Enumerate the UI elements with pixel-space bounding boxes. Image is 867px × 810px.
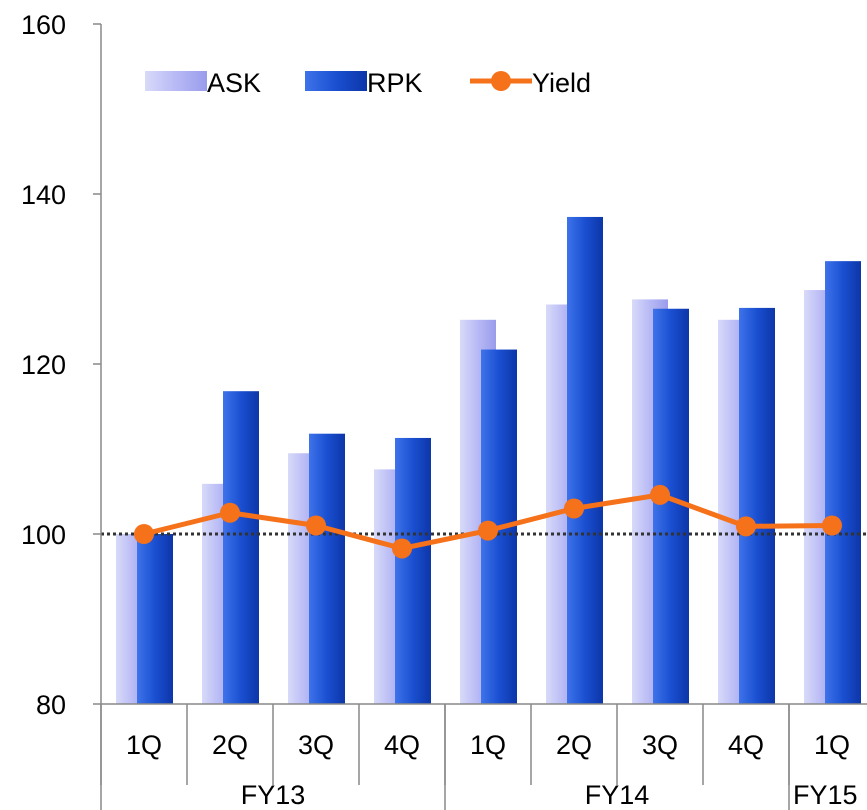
group-label: FY15 xyxy=(793,780,858,810)
x-tick-label: 1Q xyxy=(814,730,850,760)
legend-swatch-yield-marker xyxy=(491,71,511,91)
rpk-bar xyxy=(567,216,603,704)
legend-label: Yield xyxy=(532,68,591,98)
yield-point xyxy=(736,516,756,537)
x-tick-label: 3Q xyxy=(298,730,334,760)
legend: ASK RPK Yield xyxy=(145,68,591,98)
x-tick-label: 4Q xyxy=(384,730,420,760)
x-tick-label: 2Q xyxy=(212,730,248,760)
rpk-bar xyxy=(825,261,861,704)
yield-point xyxy=(564,498,584,519)
x-tick-label: 3Q xyxy=(642,730,678,760)
yield-line-layer xyxy=(134,484,842,559)
x-tick-label: 4Q xyxy=(728,730,764,760)
rpk-bar xyxy=(395,437,431,704)
rpk-bar xyxy=(739,307,775,704)
rpk-bar xyxy=(137,534,173,704)
yield-point xyxy=(306,515,326,536)
legend-label: RPK xyxy=(367,68,423,98)
yield-point xyxy=(220,502,240,523)
rpk-bar xyxy=(223,391,259,704)
y-tick-label: 140 xyxy=(21,180,66,210)
bars-layer xyxy=(116,216,861,704)
yield-point xyxy=(822,515,842,536)
axes-layer: 80 100 120 140 160 1Q 2Q 3Q 4Q 1Q 2Q 3Q 4Q 1Q FY13 FY14… xyxy=(21,10,867,810)
rpk-bar xyxy=(653,308,689,704)
yield-point xyxy=(650,484,670,505)
y-tick-label: 160 xyxy=(21,10,66,40)
x-tick-label: 1Q xyxy=(126,730,162,760)
legend-swatch-rpk xyxy=(305,71,367,91)
x-tick-label: 2Q xyxy=(556,730,592,760)
yield-point xyxy=(478,520,498,541)
legend-label: ASK xyxy=(207,68,261,98)
y-tick-label: 120 xyxy=(21,350,66,380)
group-label: FY14 xyxy=(585,780,650,810)
x-tick-label: 1Q xyxy=(470,730,506,760)
yield-point xyxy=(134,524,154,544)
y-tick-label: 80 xyxy=(36,690,66,720)
yield-point xyxy=(392,538,412,559)
group-label: FY13 xyxy=(241,780,306,810)
y-tick-label: 100 xyxy=(21,520,66,550)
rpk-bar xyxy=(309,433,345,704)
legend-swatch-ask xyxy=(145,71,207,91)
